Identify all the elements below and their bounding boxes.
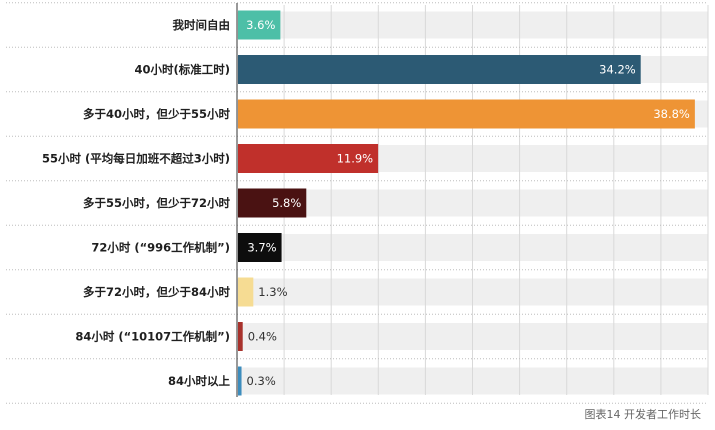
category-label: 多于40小时，但少于55小时 [83,107,231,121]
bar [238,144,379,173]
category-label: 84小时 (“10107工作机制”) [75,330,230,344]
bar [238,277,254,307]
value-label: 5.8% [272,196,301,210]
bar [238,233,282,262]
bar [238,55,641,84]
value-label: 0.3% [247,374,276,388]
bar [238,188,307,218]
value-label: 38.8% [653,107,690,121]
value-label: 0.4% [248,330,277,344]
category-label: 84小时以上 [168,374,231,388]
category-label: 40小时(标准工时) [134,63,230,77]
bar [238,99,695,129]
value-label: 3.7% [247,241,276,255]
category-label: 我时间自由 [173,18,231,32]
category-label: 多于72小时，但少于84小时 [83,285,231,299]
bar [238,366,242,396]
category-label: 72小时 (“996工作机制”) [91,241,230,255]
bar [238,322,243,351]
value-label: 34.2% [599,63,636,77]
value-label: 1.3% [258,285,287,299]
category-label: 多于55小时，但少于72小时 [83,196,231,210]
category-label: 55小时 (平均每日加班不超过3小时) [42,152,230,166]
value-label: 3.6% [246,18,275,32]
figure-caption: 图表14 开发者工作时长 [584,408,702,421]
value-label: 11.9% [337,152,374,166]
bar [238,10,281,40]
